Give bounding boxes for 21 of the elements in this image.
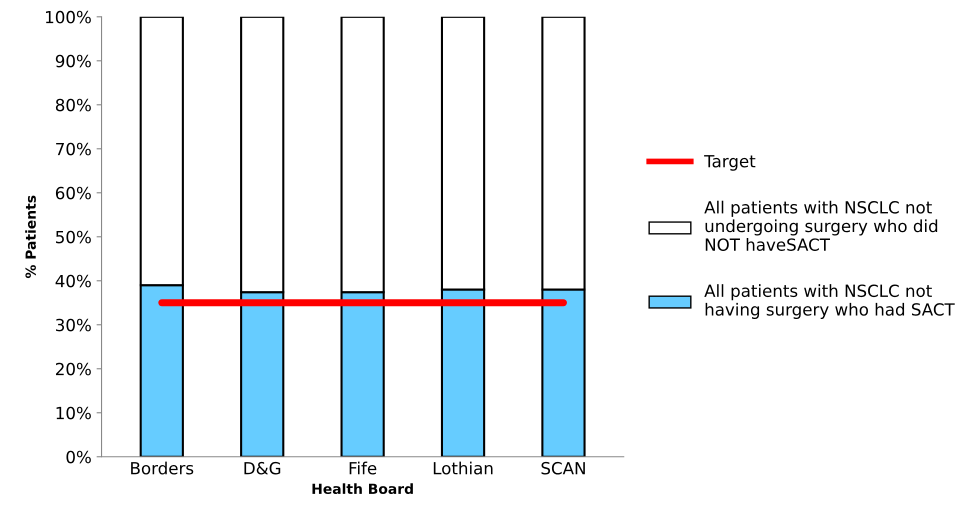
- y-tick-label: 60%: [56, 186, 91, 200]
- y-tick-label: 100%: [46, 10, 91, 24]
- y-tick-label: 50%: [56, 230, 91, 244]
- y-tick-label: 70%: [56, 142, 91, 156]
- y-tick-label: 20%: [56, 362, 91, 376]
- x-tick-label: Fife: [350, 462, 376, 475]
- x-tick-label: Lothian: [434, 462, 492, 475]
- x-tick-label: D&G: [244, 462, 280, 475]
- x-axis-title: Health Board: [312, 483, 413, 494]
- y-tick-label: 0%: [66, 450, 91, 464]
- y-tick-label: 40%: [56, 274, 91, 288]
- legend-label: Target: [704, 155, 756, 171]
- y-tick-label: 90%: [56, 54, 91, 68]
- y-tick-label: 30%: [56, 318, 91, 332]
- x-tick-label: Borders: [131, 462, 194, 475]
- y-axis-title: % Patients: [25, 196, 36, 278]
- y-tick-label: 10%: [56, 406, 91, 420]
- x-tick-label: SCAN: [542, 462, 585, 475]
- legend-label: All patients with NSCLC not having surgery who had SACT: [704, 284, 955, 319]
- y-tick-label: 80%: [56, 98, 91, 112]
- legend-label: All patients with NSCLC not undergoing surgery who did NOT haveSACT: [704, 200, 938, 251]
